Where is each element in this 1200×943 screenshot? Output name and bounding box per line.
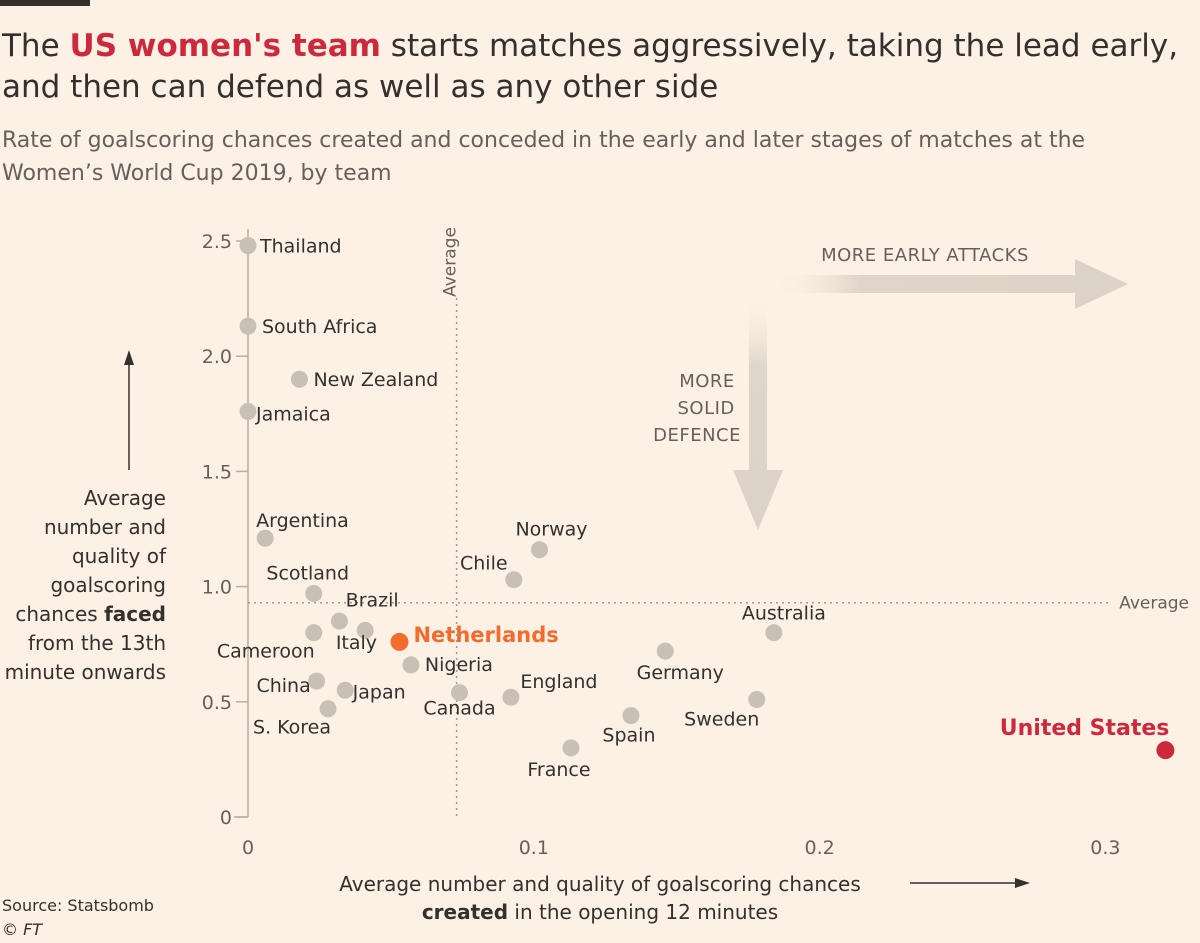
point-label-sweden: Sweden [684, 708, 759, 730]
point-jamaica [239, 402, 257, 420]
point-argentina [256, 529, 274, 547]
point-nigeria [402, 656, 420, 674]
ft-top-rule [0, 0, 90, 6]
point-canada [450, 684, 468, 702]
point-s-korea [319, 700, 337, 718]
point-label-china: China [256, 675, 310, 697]
point-label-canada: Canada [423, 698, 495, 720]
x-tick-label: 0.1 [519, 837, 549, 859]
point-scotland [305, 585, 323, 603]
point-label-japan: Japan [352, 681, 406, 703]
average-y-label: Average [1119, 594, 1189, 614]
point-label-new-zealand: New Zealand [313, 369, 438, 391]
point-germany [656, 642, 674, 660]
point-label-united-states: United States [1000, 716, 1170, 741]
point-japan [336, 681, 354, 699]
y-tick-label: 0 [220, 807, 232, 829]
point-label-australia: Australia [742, 603, 826, 625]
point-sweden [748, 690, 766, 708]
y-tick-label: 1.5 [202, 461, 232, 483]
x-tick-label: 0 [242, 837, 254, 859]
chart-title: The US women's team starts matches aggre… [2, 28, 1179, 105]
point-brazil [356, 621, 374, 639]
point-label-argentina: Argentina [256, 510, 349, 532]
point-label-s-korea: S. Korea [253, 717, 331, 739]
chart-subtitle: Rate of goalscoring chances created and … [2, 128, 1086, 186]
point-italy [330, 612, 348, 630]
point-new-zealand [290, 370, 308, 388]
y-tick-label: 1.0 [202, 577, 232, 599]
point-label-jamaica: Jamaica [255, 403, 331, 425]
point-label-chile: Chile [460, 553, 508, 575]
point-label-thailand: Thailand [259, 236, 342, 258]
point-spain [622, 707, 640, 725]
average-x-label: Average [441, 227, 461, 297]
y-axis-label: Average number and quality of goalscorin… [4, 486, 166, 684]
point-france [562, 739, 580, 757]
point-label-france: France [527, 759, 590, 781]
point-label-netherlands: Netherlands [413, 623, 558, 647]
title-highlight: US women's team [69, 28, 381, 64]
point-england [502, 688, 520, 706]
x-axis-label: Average number and quality of goalscorin… [339, 872, 861, 924]
x-axis-arrow [910, 878, 1030, 888]
more-early-attacks-label: MORE EARLY ATTACKS [821, 245, 1029, 266]
point-label-nigeria: Nigeria [425, 654, 493, 676]
source-note: Source: Statsbomb [2, 896, 154, 915]
point-label-spain: Spain [602, 725, 655, 747]
point-chile [505, 571, 523, 589]
y-axis-arrow [124, 350, 134, 470]
point-south-africa [239, 317, 257, 335]
point-label-norway: Norway [515, 519, 587, 541]
y-tick-label: 2.5 [202, 231, 232, 253]
more-solid-defence-label: MORE SOLID DEFENCE [653, 371, 741, 446]
more-early-attacks-arrow [770, 259, 1128, 309]
copyright-note: © FT [2, 920, 43, 939]
point-china [308, 672, 326, 690]
y-tick-label: 0.5 [202, 692, 232, 714]
point-label-south-africa: South Africa [262, 316, 377, 338]
y-tick-label: 2.0 [202, 346, 232, 368]
point-label-italy: Italy [336, 632, 377, 654]
point-label-scotland: Scotland [266, 563, 349, 585]
point-norway [531, 541, 549, 559]
point-label-brazil: Brazil [346, 589, 399, 611]
point-united-states [1156, 741, 1175, 760]
point-label-england: England [520, 671, 597, 693]
x-tick-label: 0.2 [804, 837, 834, 859]
more-solid-defence-arrow [733, 295, 783, 530]
point-label-germany: Germany [637, 662, 724, 684]
point-australia [765, 624, 783, 642]
x-tick-label: 0.3 [1090, 837, 1120, 859]
point-netherlands [390, 632, 409, 651]
point-thailand [239, 237, 257, 255]
point-cameroon [305, 624, 323, 642]
point-label-cameroon: Cameroon [217, 641, 315, 663]
